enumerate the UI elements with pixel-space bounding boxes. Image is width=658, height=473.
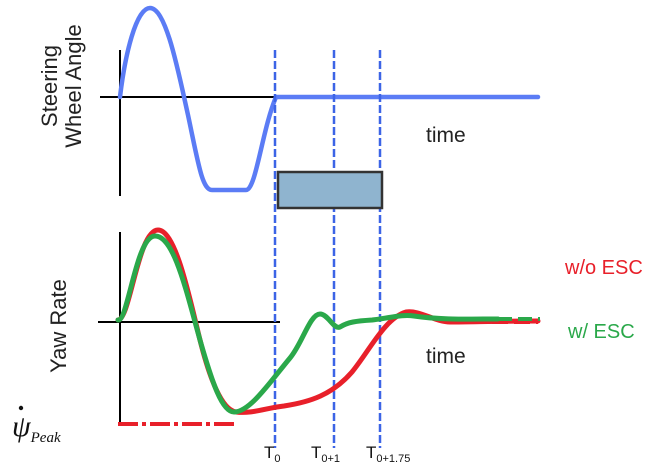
steering-angle-trace [117,5,541,193]
tick-label-t0: T0 [264,443,281,465]
tick-label-t0-plus-1-75: T0+1.75 [366,443,410,465]
psi-peak-label: ψPeak [12,410,61,446]
steering-axis-title-line2: Wheel Angle [61,24,86,148]
yaw-rate-with-esc-trace [115,233,501,415]
psi-subscript: Peak [30,430,61,446]
tick-t0175-base: T [366,443,376,462]
evaluation-window-box [276,170,384,210]
tick-label-t0-plus-1: T0+1 [311,443,340,465]
tick-t0-sub: 0 [274,453,280,465]
yaw-rate-axis-title: Yaw Rate [46,279,71,373]
tick-t0-base: T [264,443,274,462]
time-label-top: time [426,124,466,147]
tick-t0175-sub: 0+1.75 [376,453,410,465]
tick-t01-base: T [311,443,321,462]
legend-without-esc: w/o ESC [564,257,643,279]
steering-axis-title-line1: Steering [37,45,62,127]
tick-t01-sub: 0+1 [321,453,340,465]
time-label-bottom: time [426,345,466,368]
legend-with-esc: w/ ESC [567,321,635,343]
psi-symbol: ψ [12,410,32,443]
psi-dot [18,405,24,411]
